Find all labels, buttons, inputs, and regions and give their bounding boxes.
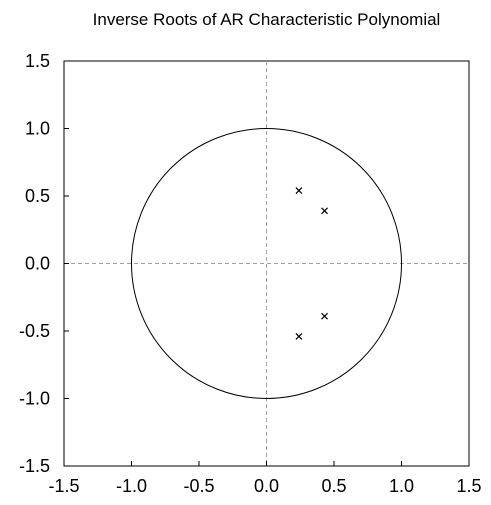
y-tick-label: 0.5 — [25, 186, 50, 206]
root-marker — [295, 187, 303, 195]
x-tick-label: -1.0 — [116, 476, 147, 496]
y-tick-label: -1.0 — [19, 389, 50, 409]
y-tick-label: -1.5 — [19, 456, 50, 476]
chart-title: Inverse Roots of AR Characteristic Polyn… — [92, 10, 441, 29]
x-tick-label: 0.0 — [254, 476, 279, 496]
root-markers — [295, 187, 328, 340]
x-tick-label: 1.0 — [389, 476, 414, 496]
x-tick-label: -0.5 — [183, 476, 214, 496]
y-tick-label: 0.0 — [25, 254, 50, 274]
y-tick-label: 1.0 — [25, 119, 50, 139]
y-tick-label: 1.5 — [25, 51, 50, 71]
x-tick-label: -1.5 — [48, 476, 79, 496]
x-axis-ticks: -1.5 -1.0 -0.5 0.0 0.5 1.0 1.5 — [48, 461, 482, 496]
x-tick-label: 1.5 — [456, 476, 481, 496]
x-tick-label: 0.5 — [321, 476, 346, 496]
y-tick-label: -0.5 — [19, 321, 50, 341]
y-axis-ticks: 1.5 1.0 0.5 0.0 -0.5 -1.0 -1.5 — [19, 51, 69, 476]
root-marker — [295, 332, 303, 340]
unit-circle — [131, 128, 402, 399]
root-marker — [321, 312, 328, 320]
root-marker — [321, 207, 328, 215]
